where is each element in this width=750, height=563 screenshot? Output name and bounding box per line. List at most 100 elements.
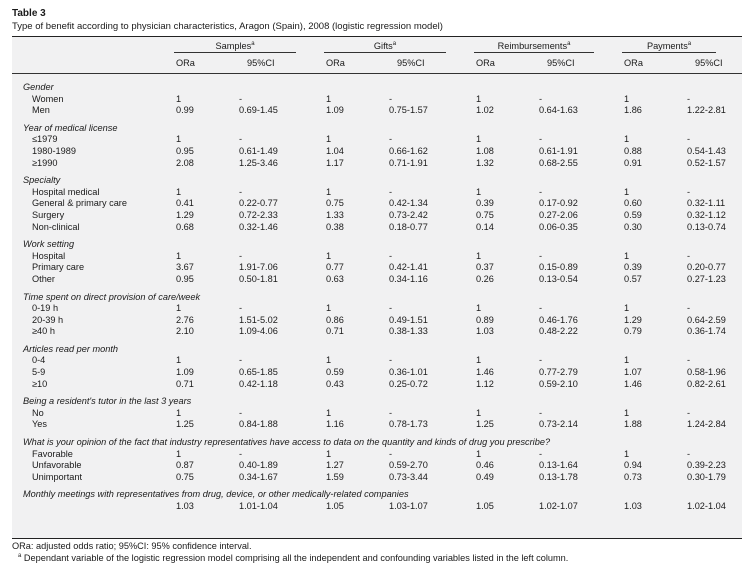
ora-value: 1.29 bbox=[176, 209, 194, 220]
row-label: No bbox=[32, 407, 44, 418]
footnote-marker: a bbox=[251, 40, 255, 47]
ora-value: 0.57 bbox=[624, 273, 642, 284]
ci-value: - bbox=[239, 93, 243, 104]
table-row: Unfavorable 0.87 0.40-1.89 1.27 0.59-2.70 0.4… bbox=[12, 460, 742, 472]
ci-value: - bbox=[687, 355, 691, 366]
table-row: Hospital medical 1 - 1 - 1 - 1 - bbox=[12, 187, 742, 199]
column-group-label: Giftsa bbox=[324, 39, 447, 54]
ora-value: 1 bbox=[326, 407, 332, 418]
row-label: ≥10 bbox=[32, 378, 48, 389]
ci-value: - bbox=[539, 250, 543, 261]
table-row: ≥40 h 2.10 1.09-4.06 0.71 0.38-1.33 1.03 0.48-… bbox=[12, 326, 742, 338]
ci-value: 0.61-1.91 bbox=[539, 145, 578, 156]
ci-value: 0.59-2.10 bbox=[539, 378, 578, 389]
group-header-row: Being a resident's tutor in the last 3 y… bbox=[12, 396, 742, 408]
ci-value: 0.64-1.63 bbox=[539, 105, 578, 116]
row-label: Surgery bbox=[32, 209, 65, 220]
ci-value: 0.54-1.43 bbox=[687, 145, 726, 156]
ora-value: 1.16 bbox=[326, 419, 344, 430]
ora-value: 0.87 bbox=[176, 460, 194, 471]
column-group-label: Reimbursementsa bbox=[474, 39, 595, 54]
table-row: Primary care 3.67 1.91-7.06 0.77 0.42-1.41 0.… bbox=[12, 262, 742, 274]
column-header-ora: ORa bbox=[624, 58, 643, 69]
ora-value: 1 bbox=[624, 250, 630, 261]
ora-value: 1 bbox=[176, 448, 182, 459]
row-label: Unimportant bbox=[32, 471, 83, 482]
group-header-row: Time spent on direct provision of care/w… bbox=[12, 292, 742, 304]
ora-value: 1.25 bbox=[476, 419, 494, 430]
ci-value: - bbox=[239, 448, 243, 459]
ci-value: - bbox=[687, 303, 691, 314]
ci-value: - bbox=[389, 303, 393, 314]
footnote-marker: a bbox=[392, 40, 397, 47]
ora-value: 0.68 bbox=[176, 221, 194, 232]
ci-value: - bbox=[539, 355, 543, 366]
ora-value: 1.05 bbox=[326, 501, 344, 511]
header-blank bbox=[12, 37, 172, 55]
ora-value: 1 bbox=[176, 250, 182, 261]
row-label: Unfavorable bbox=[32, 460, 82, 471]
ora-value: 1.59 bbox=[326, 471, 344, 482]
ora-value: 0.71 bbox=[176, 378, 194, 389]
column-header-95ci: 95%CI bbox=[397, 58, 425, 69]
column-group-text: Gifts bbox=[373, 40, 393, 51]
group-label: Gender bbox=[23, 82, 54, 92]
row-label: Women bbox=[32, 93, 64, 104]
row-label: 1980-1989 bbox=[32, 145, 76, 156]
ci-value: 0.40-1.89 bbox=[239, 460, 278, 471]
row-label: ≤1979 bbox=[32, 134, 58, 145]
ora-value: 1.08 bbox=[476, 145, 494, 156]
table-row: ≥10 0.71 0.42-1.18 0.43 0.25-0.72 1.12 0.59-2.… bbox=[12, 379, 742, 391]
table-row: Yes 1.25 0.84-1.88 1.16 0.78-1.73 1.25 0.73-2.… bbox=[12, 419, 742, 431]
ora-value: 2.08 bbox=[176, 157, 194, 168]
ci-value: 1.24-2.84 bbox=[687, 419, 726, 430]
footnote-marker: a bbox=[567, 40, 571, 47]
row-label: Primary care bbox=[32, 262, 85, 273]
group-label: What is your opinion of the fact that in… bbox=[23, 437, 551, 448]
group-header-row: Gender bbox=[12, 82, 742, 94]
ci-value: 0.20-0.77 bbox=[687, 262, 726, 273]
ci-value: 0.27-2.06 bbox=[539, 209, 578, 220]
table-row: 1980-1989 0.95 0.61-1.49 1.04 0.66-1.62 1.08 0… bbox=[12, 146, 742, 158]
ci-value: - bbox=[239, 250, 243, 261]
ci-value: - bbox=[389, 134, 393, 145]
column-header-95ci: 95%CI bbox=[695, 58, 723, 69]
ora-value: 1 bbox=[326, 134, 332, 145]
table-row: 5-9 1.09 0.65-1.85 0.59 0.36-1.01 1.46 0.77-2.… bbox=[12, 367, 742, 379]
ci-value: 1.91-7.06 bbox=[239, 262, 278, 273]
ora-value: 1 bbox=[476, 186, 482, 197]
ci-value: 1.01-1.04 bbox=[239, 501, 278, 511]
ora-value: 1 bbox=[624, 303, 630, 314]
ci-value: 0.84-1.88 bbox=[239, 419, 278, 430]
ora-value: 1 bbox=[624, 407, 630, 418]
ora-value: 1.02 bbox=[476, 105, 494, 116]
results-table: Samplesa Giftsa Reimbursementsa Paymentsa OR… bbox=[12, 36, 743, 539]
ora-value: 1.29 bbox=[624, 314, 642, 325]
ora-value: 1.46 bbox=[476, 367, 494, 378]
ci-value: 0.71-1.91 bbox=[389, 157, 428, 168]
group-label: Specialty bbox=[23, 175, 61, 186]
ci-value: - bbox=[239, 134, 243, 145]
row-label: Hospital bbox=[32, 250, 66, 261]
table-title: Table 3 bbox=[12, 8, 46, 19]
ci-value: 0.13-0.54 bbox=[539, 273, 578, 284]
ci-value: - bbox=[389, 93, 393, 104]
ora-value: 1.12 bbox=[476, 378, 494, 389]
table-row: No 1 - 1 - 1 - 1 - bbox=[12, 408, 742, 420]
column-header-ora: ORa bbox=[476, 58, 495, 69]
row-label: Yes bbox=[32, 419, 47, 430]
ora-value: 1.07 bbox=[624, 367, 642, 378]
ci-value: 0.13-1.64 bbox=[539, 460, 578, 471]
ora-value: 0.99 bbox=[176, 105, 194, 116]
ora-value: 0.75 bbox=[476, 209, 494, 220]
table-row: Surgery 1.29 0.72-2.33 1.33 0.73-2.42 0.75 0.2… bbox=[12, 210, 742, 222]
header-blank bbox=[12, 55, 172, 74]
ci-value: 0.32-1.11 bbox=[687, 198, 726, 209]
ci-value: 1.22-2.81 bbox=[687, 105, 726, 116]
ora-value: 0.63 bbox=[326, 273, 344, 284]
ci-value: 0.18-0.77 bbox=[389, 221, 428, 232]
table-row: ≥1990 2.08 1.25-3.46 1.17 0.71-1.91 1.32 0.68-… bbox=[12, 158, 742, 170]
table-row: Other 0.95 0.50-1.81 0.63 0.34-1.16 0.26 0.13-… bbox=[12, 274, 742, 286]
ci-value: - bbox=[539, 186, 543, 197]
column-header-ora: ORa bbox=[326, 58, 345, 69]
